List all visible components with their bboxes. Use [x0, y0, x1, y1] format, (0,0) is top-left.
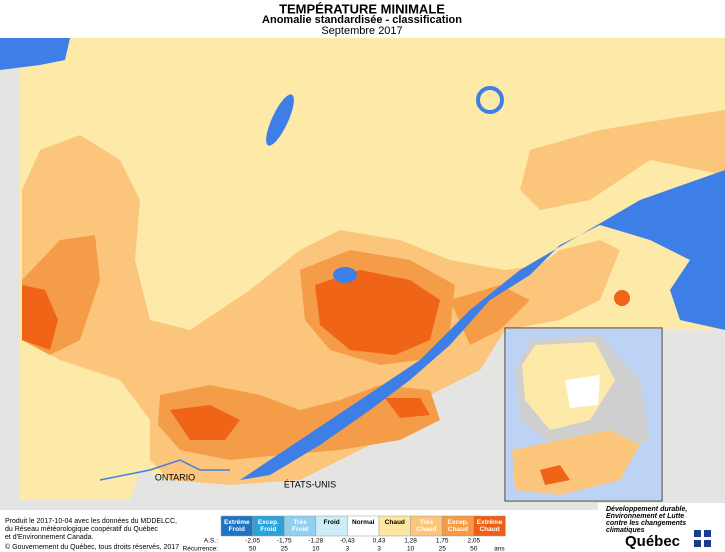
copyright: © Gouvernement du Québec, tous droits ré…: [5, 543, 179, 551]
legend-label: Extrême Froid: [224, 519, 250, 533]
region-extreme-sud: [170, 405, 240, 440]
legend-label: Froid: [323, 519, 339, 526]
threshold: -1,75: [277, 538, 292, 545]
recurrence: 50: [249, 546, 257, 552]
usa-label: ÉTATS-UNIS: [284, 479, 336, 489]
legend-label: Chaud: [385, 519, 405, 526]
ottawa-river: [99, 459, 230, 481]
legend-label: Excep. Chaud: [448, 519, 469, 533]
date: Septembre 2017: [321, 25, 402, 37]
recurrence: 10: [312, 546, 320, 552]
recurrence-label: Récurrence:: [183, 546, 219, 552]
region-excep-bas: [450, 285, 530, 345]
region-extreme-ouest: [22, 285, 58, 350]
threshold: 2,05: [467, 538, 480, 545]
source-line: et d'Environnement Canada.: [5, 534, 94, 541]
ministry-line: Environnement et Lutte: [606, 513, 684, 520]
recurrence: 3: [377, 546, 381, 552]
threshold: 0,43: [373, 538, 386, 545]
source-line: du Réseau météorologique coopératif du Q…: [5, 526, 158, 533]
ministry-line: Développement durable,: [606, 506, 687, 513]
reservoir: [266, 94, 294, 146]
threshold: -1,28: [308, 538, 323, 545]
legend-label: Excep. Froid: [258, 519, 279, 533]
inset-nodata: [565, 375, 600, 408]
recurrence: 25: [281, 546, 289, 552]
flag: [694, 530, 711, 547]
recurrence: 3: [346, 546, 350, 552]
recurrence: 10: [407, 546, 415, 552]
recurrence-unit: ans: [494, 546, 505, 552]
gulf: [670, 260, 725, 330]
ministry-line: contre les changements: [606, 520, 686, 527]
legend: Extrême Froid Excep. Froid Très Froid Froid Nor…: [183, 515, 506, 552]
threshold: -2,05: [245, 538, 260, 545]
logo-box: [598, 503, 725, 552]
legend-label: Extrême Chaud: [477, 519, 503, 533]
inset-hot: [540, 465, 570, 485]
region-tres-chaud-est: [520, 110, 725, 210]
source-line: Produit le 2017-10-04 avec les données d…: [5, 518, 177, 525]
title: TEMPÉRATURE MINIMALE: [279, 1, 445, 16]
brand: Québec: [625, 533, 680, 550]
threshold: -0,43: [340, 538, 355, 545]
legend-label: Normal: [352, 519, 375, 526]
region-extreme-est: [385, 398, 430, 418]
legend-swatch: [473, 515, 506, 537]
region-extreme-centre: [315, 270, 440, 355]
ontario-label: ONTARIO: [155, 472, 195, 482]
region-extreme-gaspe: [614, 290, 630, 306]
legend-label: Très Froid: [292, 519, 308, 533]
inset-map: [504, 327, 663, 502]
threshold: 1,75: [436, 538, 449, 545]
hudson-bay: [0, 38, 70, 70]
recurrence: 25: [439, 546, 447, 552]
manicouagan: [476, 86, 504, 114]
lake-saint-jean: [333, 267, 357, 283]
threshold: 1,28: [404, 538, 417, 545]
as-label: A.S.:: [204, 538, 218, 545]
footer: Produit le 2017-10-04 avec les données d…: [5, 503, 725, 552]
ministry-line: climatiques: [606, 527, 645, 534]
st-lawrence: [240, 170, 725, 480]
subtitle: Anomalie standardisée - classification: [262, 14, 462, 26]
recurrence: 50: [470, 546, 478, 552]
legend-label: Très Chaud: [416, 519, 436, 533]
